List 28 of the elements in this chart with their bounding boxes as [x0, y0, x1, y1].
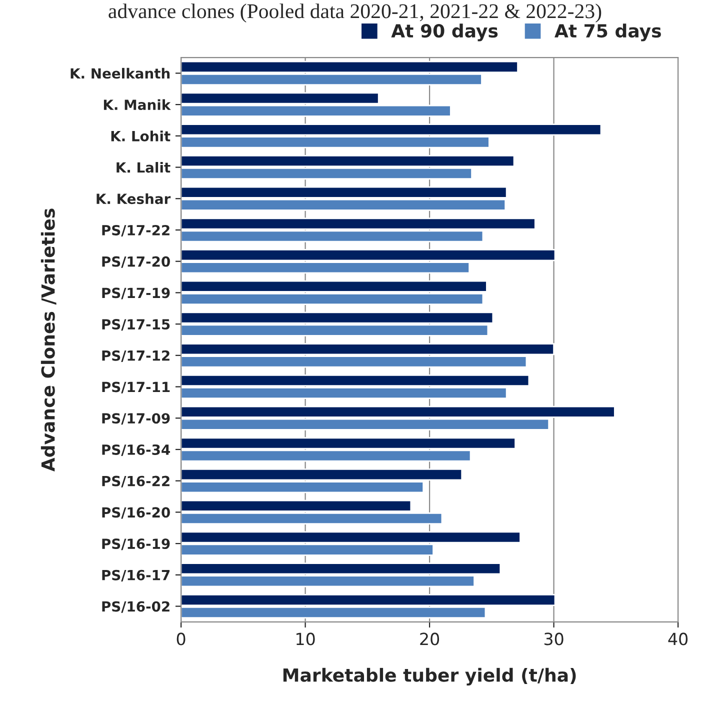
x-tick-label: 40 [668, 632, 688, 646]
legend-label: At 75 days [554, 24, 661, 42]
y-tick-label: PS/16-19 [102, 538, 170, 550]
y-tick-label: K. Lohit [111, 130, 170, 142]
y-tick-label: PS/17-09 [102, 413, 170, 425]
y-tick-label: PS/17-20 [102, 256, 170, 268]
y-axis-title: Advance Clones /Varieties [40, 208, 56, 472]
y-tick-label: K. Lalit [116, 162, 170, 173]
x-tick-label: 10 [296, 632, 315, 646]
y-tick-label: PS/16-02 [102, 601, 170, 613]
x-axis-title: Marketable tuber yield (t/ha) [283, 668, 576, 686]
chart-title: advance clones (Pooled data 2020-21, 2021-22 & 2022-23) [108, 4, 602, 22]
y-tick-label: K. Keshar [96, 193, 171, 204]
y-tick-label: PS/16-34 [102, 444, 170, 456]
y-tick-label: PS/16-20 [102, 507, 170, 519]
x-tick-label: 20 [420, 632, 440, 646]
x-tick-label: 30 [544, 632, 564, 646]
y-tick-label: PS/17-22 [102, 224, 170, 237]
legend-label: At 90 days [391, 24, 498, 42]
y-tick-label: PS/16-22 [102, 476, 170, 488]
y-tick-label: K. Neelkanth [70, 68, 170, 79]
y-tick-label: K. Manik [104, 99, 171, 110]
y-tick-label: PS/17-15 [102, 319, 170, 331]
y-tick-label: PS/17-19 [102, 288, 170, 300]
y-tick-label: PS/17-11 [102, 382, 170, 394]
y-tick-label: PS/17-12 [102, 350, 170, 362]
y-tick-label: PS/16-17 [102, 570, 170, 582]
x-tick-label: 0 [176, 632, 186, 646]
